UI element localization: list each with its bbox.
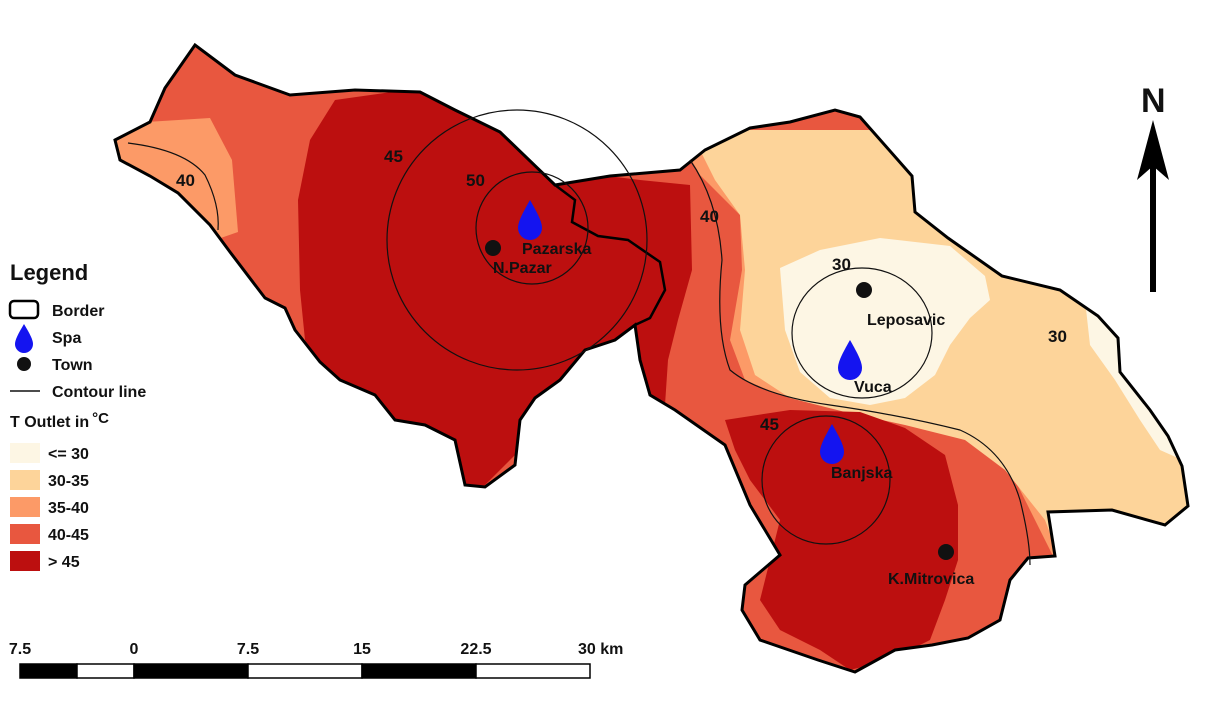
spa-banjska-icon[interactable] <box>820 424 844 464</box>
legend-class-label-2: 35-40 <box>48 500 89 517</box>
legend-swatch-2 <box>10 497 40 517</box>
legend-border-label: Border <box>52 303 104 320</box>
zone-gt-45-south <box>725 410 958 670</box>
legend-class-label-1: 30-35 <box>48 473 89 490</box>
contour-lines <box>127 109 1031 566</box>
zone-le-30 <box>780 238 990 405</box>
legend-temp-title: T Outlet in °C <box>10 410 109 431</box>
label-kmitrovica: K.Mitrovica <box>888 571 974 588</box>
label-leposavic: Leposavic <box>867 312 945 329</box>
spa-legend-icon <box>15 324 33 353</box>
scale-bar-segments <box>19 663 591 679</box>
legend-temp-title-text: T Outlet in <box>10 414 89 431</box>
internal-border <box>554 184 667 327</box>
label-banjska: Banjska <box>831 465 892 482</box>
label-vuca: Vuca <box>854 379 892 396</box>
legend-spa-label: Spa <box>52 330 81 347</box>
legend-classes: <= 30 30-35 35-40 40-45 > 45 <box>10 443 89 571</box>
scale-label-1: 0 <box>130 641 139 658</box>
scale-segment-2 <box>133 663 249 679</box>
contour-label-30-east: 30 <box>1048 327 1067 346</box>
contour-label-40-east: 40 <box>700 207 719 226</box>
legend-temp-unit: °C <box>92 410 109 427</box>
legend-swatch-0 <box>10 443 40 463</box>
legend-class-label-0: <= 30 <box>48 446 89 463</box>
legend-class-label-4: > 45 <box>48 554 80 571</box>
contour-label-45-west: 45 <box>384 147 403 166</box>
town-legend-icon <box>17 357 31 371</box>
zone-35-40-west <box>115 118 238 240</box>
label-npazar: N.Pazar <box>493 260 552 277</box>
label-pazarska: Pazarska <box>522 241 591 258</box>
town-leposavic-icon[interactable] <box>856 282 872 298</box>
scale-label-0: 7.5 <box>9 641 31 658</box>
north-arrow: N <box>1137 82 1169 292</box>
legend-town-label: Town <box>52 357 93 374</box>
scale-label-3: 15 <box>353 641 371 658</box>
legend-swatch-1 <box>10 470 40 490</box>
scale-segment-4 <box>361 663 477 679</box>
scale-segment-3 <box>247 663 363 679</box>
scale-segment-1 <box>76 663 135 679</box>
legend-swatch-4 <box>10 551 40 571</box>
legend-title: Legend <box>10 260 88 285</box>
north-label: N <box>1141 82 1166 120</box>
scale-segment-0 <box>19 663 78 679</box>
border-swatch <box>8 299 40 320</box>
town-npazar-icon[interactable] <box>485 240 501 256</box>
spa-vuca-icon[interactable] <box>838 340 862 380</box>
scale-label-5: 30 km <box>578 641 623 658</box>
legend-swatch-3 <box>10 524 40 544</box>
scale-label-4: 22.5 <box>460 641 491 658</box>
contour-label-50: 50 <box>466 171 485 190</box>
scale-bar-labels: 7.5 0 7.5 15 22.5 30 km <box>9 641 624 658</box>
legend-contour-label: Contour line <box>52 384 146 401</box>
legend-class-label-3: 40-45 <box>48 527 89 544</box>
legend: Legend Border Spa Town Contour line T Ou… <box>8 260 146 571</box>
scale-label-2: 7.5 <box>237 641 259 658</box>
contour-label-45-south: 45 <box>760 415 779 434</box>
town-kmitrovica-icon[interactable] <box>938 544 954 560</box>
zone-gt-45-west <box>298 88 692 490</box>
spa-pazarska-icon[interactable] <box>518 200 542 240</box>
contour-label-40-west: 40 <box>176 171 195 190</box>
north-arrow-icon <box>1137 120 1169 180</box>
contour-label-30-center: 30 <box>832 255 851 274</box>
scale-segment-5 <box>475 663 591 679</box>
scale-bar: 7.5 0 7.5 15 22.5 30 km <box>9 641 624 679</box>
